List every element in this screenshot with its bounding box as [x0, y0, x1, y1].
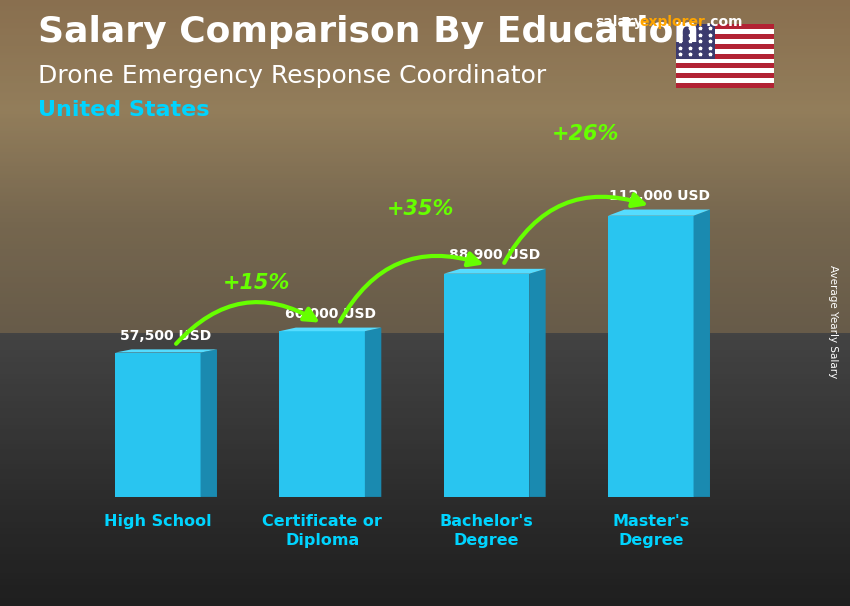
Polygon shape	[530, 269, 546, 497]
Polygon shape	[694, 210, 710, 497]
Bar	[676, 24, 774, 29]
Bar	[676, 24, 715, 59]
Polygon shape	[201, 350, 217, 497]
Text: 112,000 USD: 112,000 USD	[609, 189, 710, 203]
Bar	[676, 39, 774, 44]
Bar	[115, 353, 201, 497]
Text: 57,500 USD: 57,500 USD	[121, 329, 212, 343]
Polygon shape	[608, 210, 710, 216]
Text: Average Yearly Salary: Average Yearly Salary	[828, 265, 838, 378]
Bar	[676, 48, 774, 53]
Bar	[676, 78, 774, 83]
Text: .com: .com	[706, 15, 743, 29]
Bar	[676, 73, 774, 78]
Bar	[280, 331, 365, 497]
Bar	[444, 274, 530, 497]
Polygon shape	[115, 350, 217, 353]
Text: salary: salary	[595, 15, 643, 29]
Bar	[676, 34, 774, 39]
Polygon shape	[444, 269, 546, 274]
Text: Drone Emergency Response Coordinator: Drone Emergency Response Coordinator	[38, 64, 547, 88]
Bar	[676, 29, 774, 34]
Text: +35%: +35%	[387, 199, 455, 219]
Text: 66,000 USD: 66,000 USD	[285, 307, 376, 321]
Text: +15%: +15%	[223, 273, 290, 293]
Polygon shape	[365, 328, 382, 497]
Bar	[608, 216, 694, 497]
Bar	[676, 68, 774, 73]
Text: +26%: +26%	[552, 124, 619, 144]
Bar	[676, 59, 774, 64]
Text: 88,900 USD: 88,900 USD	[449, 248, 541, 262]
Bar	[676, 53, 774, 59]
Bar	[676, 83, 774, 88]
Bar	[676, 64, 774, 68]
Bar	[676, 44, 774, 48]
Text: United States: United States	[38, 100, 210, 120]
Text: explorer: explorer	[639, 15, 706, 29]
Polygon shape	[280, 328, 382, 331]
Text: Salary Comparison By Education: Salary Comparison By Education	[38, 15, 700, 49]
